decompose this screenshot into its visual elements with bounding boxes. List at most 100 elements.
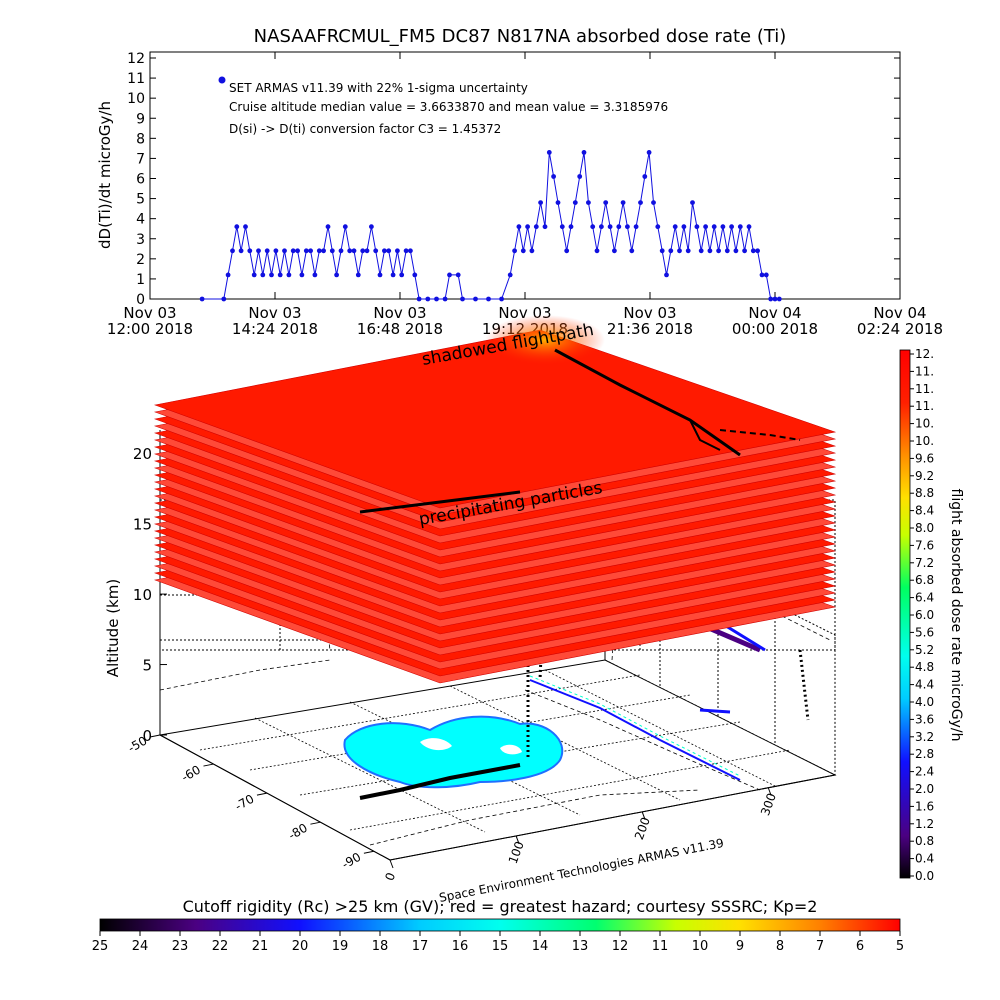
- lat-tick-label: -60: [179, 763, 203, 785]
- data-point: [342, 224, 348, 230]
- y-tick-label: 3: [136, 232, 145, 248]
- data-point: [325, 224, 331, 230]
- rc-tick-label: 12: [612, 939, 629, 954]
- y-tick-label: 8: [136, 131, 145, 147]
- dose-tick-label: 9.6: [915, 451, 934, 465]
- data-point: [230, 248, 235, 254]
- y-tick-label: 11: [127, 71, 145, 87]
- data-point: [776, 296, 782, 302]
- legend-info-conversion: D(si) -> D(ti) conversion factor C3 = 1.…: [229, 122, 501, 136]
- data-point: [685, 248, 691, 254]
- data-point: [668, 248, 674, 254]
- data-point: [655, 224, 661, 230]
- data-point: [308, 248, 313, 254]
- data-point: [338, 248, 344, 254]
- shadowed-flight-path: [359, 348, 801, 514]
- data-point: [282, 248, 287, 254]
- dose-tick-label: 4.0: [915, 695, 934, 709]
- data-point: [351, 248, 357, 254]
- dose-colorbar-title: flight absorbed dose rate microGy/h: [948, 489, 964, 742]
- data-point: [321, 248, 326, 254]
- dose-tick-label: 7.6: [915, 538, 934, 552]
- data-point: [690, 200, 695, 206]
- data-point: [264, 248, 270, 254]
- data-point: [251, 272, 257, 278]
- data-point: [520, 248, 526, 254]
- data-point: [369, 224, 374, 230]
- data-point: [768, 296, 774, 302]
- dose-tick-label: 2.4: [915, 765, 934, 779]
- data-point: [694, 224, 700, 230]
- data-point: [286, 272, 292, 278]
- data-point: [473, 296, 478, 302]
- rc-colorbar: Cutoff rigidity (Rc) >25 km (GV); red = …: [92, 897, 904, 954]
- x-tick-label-date: Nov 03: [373, 304, 426, 322]
- y-tick-label: 7: [136, 151, 145, 167]
- data-point: [408, 248, 413, 254]
- data-point: [603, 200, 609, 206]
- map-floor: [158, 567, 837, 861]
- dose-tick-label: 8.8: [915, 486, 934, 500]
- dose-colorbar-ticks: 0.0 0.4 0.8 1.2 1.6 2.0 2.4 2.8 3.2 3.6 4.0 4.4 4.8 5…: [910, 347, 934, 883]
- lat-axis-line: [159, 734, 391, 861]
- data-point: [625, 224, 630, 230]
- rc-tick-label: 19: [332, 939, 349, 954]
- dose-tick-label: 5.2: [915, 643, 934, 657]
- data-point: [672, 224, 678, 230]
- data-point: [646, 150, 652, 155]
- x-tick-label-date: Nov 03: [248, 304, 301, 322]
- data-point: [316, 248, 322, 254]
- dose-tick-label: 0.8: [915, 834, 934, 848]
- data-point: [733, 248, 739, 254]
- dose-tick-label: 2.8: [915, 747, 934, 761]
- data-point: [664, 272, 669, 278]
- data-point: [586, 200, 591, 206]
- rc-colorbar-title: Cutoff rigidity (Rc) >25 km (GV); red = …: [183, 897, 818, 916]
- data-point: [486, 296, 491, 302]
- data-point: [651, 200, 656, 206]
- data-point: [221, 296, 227, 302]
- data-point: [434, 296, 439, 302]
- dose-tick-label: 6.4: [915, 591, 934, 605]
- slab-glow: [485, 315, 605, 365]
- y-tick-label: 9: [136, 111, 145, 127]
- x-tick-label-date: Nov 03: [623, 304, 676, 322]
- lon-tick-label: 0: [382, 871, 398, 883]
- lon-tick: [515, 835, 520, 845]
- z-tick-label: 5: [142, 657, 152, 675]
- lat-tick: [256, 792, 268, 796]
- data-point: [395, 248, 400, 254]
- slab-layer: [153, 329, 837, 509]
- dose-tick-label: 9.2: [915, 469, 934, 483]
- data-point: [199, 296, 205, 302]
- data-point: [759, 272, 765, 278]
- y-tick-label: 4: [136, 212, 145, 228]
- data-point: [386, 248, 392, 254]
- dose-tick-label: 8.0: [915, 521, 934, 535]
- rc-tick-label: 13: [572, 939, 589, 954]
- data-point: [638, 200, 643, 206]
- data-point: [546, 150, 552, 155]
- lat-tick-label: -70: [232, 792, 256, 814]
- dose-tick-label: 12.: [915, 347, 934, 361]
- top-chart-title: NASAAFRCMUL_FM5 DC87 N817NA absorbed dos…: [254, 26, 787, 47]
- data-point: [525, 224, 530, 230]
- rc-tick-label: 23: [172, 939, 189, 954]
- data-point: [290, 248, 296, 254]
- dose-tick-label: 10.: [915, 434, 934, 448]
- dose-tick-label: 7.2: [915, 556, 934, 570]
- rc-tick-label: 10: [692, 939, 709, 954]
- dose-tick-label: 5.6: [915, 625, 934, 639]
- data-point: [599, 224, 604, 230]
- dose-tick-label: 2.0: [915, 782, 934, 796]
- altitude-axis-label: Altitude (km): [104, 579, 122, 677]
- rc-tick-label: 9: [736, 939, 744, 954]
- data-point: [677, 248, 682, 254]
- dose-tick-label: 6.0: [915, 608, 934, 622]
- lon-tick-label: 300: [758, 791, 779, 817]
- rc-tick-label: 14: [532, 939, 549, 954]
- data-point: [612, 248, 617, 254]
- rc-tick-label: 16: [452, 939, 469, 954]
- x-tick-label-date: Nov 04: [748, 304, 801, 322]
- top-y-axis-label: dD(Ti)/dt microGy/h: [96, 101, 114, 249]
